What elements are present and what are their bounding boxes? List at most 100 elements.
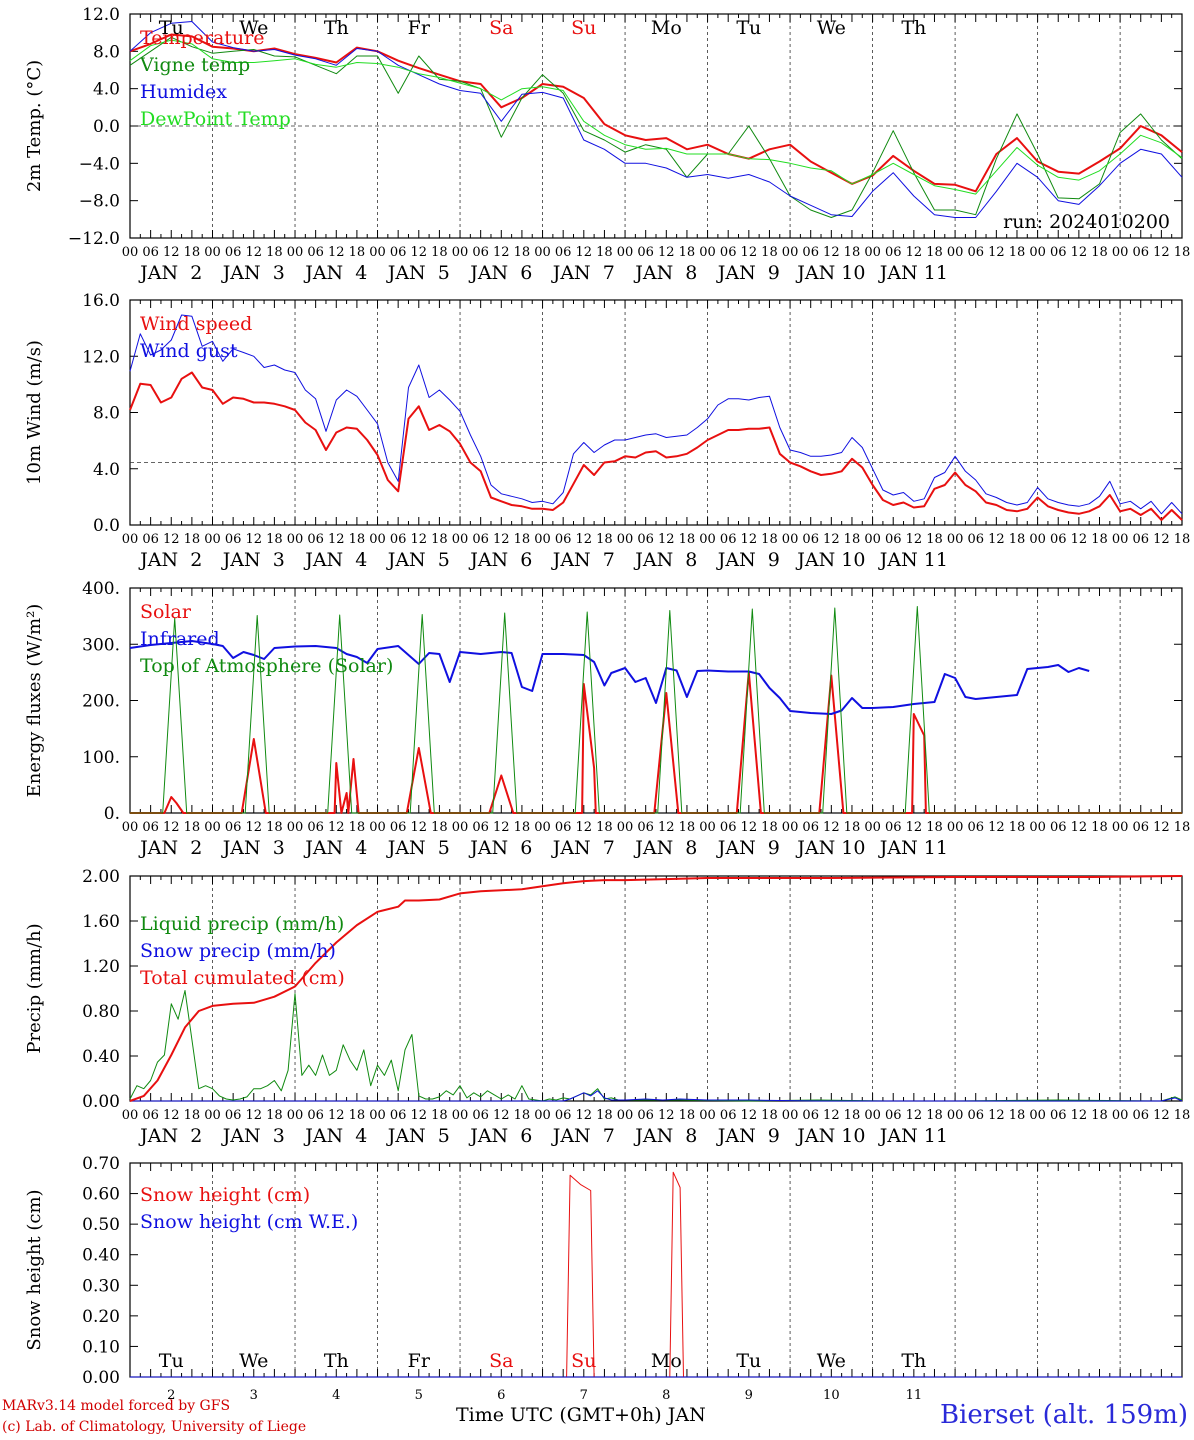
precip-hour-label: 06 bbox=[472, 1108, 489, 1123]
wind-hour-label: 00 bbox=[782, 532, 799, 547]
precip-hour-label: 12 bbox=[163, 1108, 180, 1123]
day-of-week-label: Su bbox=[571, 17, 596, 39]
wind-y-axis-label: 10m Wind (m/s) bbox=[24, 340, 45, 485]
temperature-hour-label: 12 bbox=[163, 245, 180, 260]
precip-hour-label: 06 bbox=[1050, 1108, 1067, 1123]
wind-hour-label: 18 bbox=[926, 532, 943, 547]
temperature-y-axis-label: 2m Temp. (°C) bbox=[24, 60, 45, 192]
energy-legend-entry: Solar bbox=[140, 601, 192, 623]
wind-hour-label: 18 bbox=[349, 532, 366, 547]
wind-hour-label: 18 bbox=[761, 532, 778, 547]
temperature-date-label: JAN 9 bbox=[716, 262, 780, 284]
wind-legend-entry: Wind gust bbox=[140, 340, 238, 362]
temperature-hour-label: 18 bbox=[431, 245, 448, 260]
temperature-hour-label: 06 bbox=[142, 245, 159, 260]
model-credit: MARv3.14 model forced by GFS bbox=[2, 1398, 231, 1414]
precip-hour-label: 00 bbox=[617, 1108, 634, 1123]
temperature-hour-label: 06 bbox=[1132, 245, 1149, 260]
wind-hour-label: 12 bbox=[493, 532, 510, 547]
precip-hour-label: 00 bbox=[369, 1108, 386, 1123]
wind-y-tick-label: 16.0 bbox=[82, 291, 120, 311]
energy-hour-label: 18 bbox=[926, 820, 943, 835]
precip-hour-label: 12 bbox=[988, 1108, 1005, 1123]
precip-hour-label: 12 bbox=[245, 1108, 262, 1123]
temperature-hour-label: 12 bbox=[493, 245, 510, 260]
panel-precip: 2.00 1.60 1.20 0.80 0.40 0.00 Precip (mm/h) Liq… bbox=[24, 867, 1190, 1147]
wind-hour-label: 18 bbox=[1091, 532, 1108, 547]
wind-legend-entry: Wind speed bbox=[140, 313, 252, 335]
temperature-date-label: JAN 10 bbox=[795, 262, 865, 284]
energy-hour-label: 06 bbox=[720, 820, 737, 835]
precip-hour-label: 18 bbox=[266, 1108, 283, 1123]
temperature-hour-label: 18 bbox=[1174, 245, 1191, 260]
snow-y-tick-label: 0.40 bbox=[82, 1246, 120, 1266]
temperature-y-tick-label: 4.0 bbox=[93, 80, 120, 100]
energy-date-label: JAN 6 bbox=[468, 837, 532, 859]
energy-series-solar bbox=[130, 671, 1182, 814]
precip-hour-label: 18 bbox=[431, 1108, 448, 1123]
day-of-week-label: Tu bbox=[159, 17, 184, 39]
wind-date-label: JAN 10 bbox=[795, 549, 865, 571]
precip-y-tick-label: 0.80 bbox=[82, 1002, 120, 1022]
wind-frame bbox=[129, 299, 1183, 526]
precip-date-label: JAN 7 bbox=[551, 1125, 615, 1147]
energy-hour-label: 12 bbox=[163, 820, 180, 835]
precip-series-liquid-precip-mm-h- bbox=[129, 990, 1183, 1102]
temperature-hour-label: 06 bbox=[555, 245, 572, 260]
precip-hour-label: 06 bbox=[307, 1108, 324, 1123]
snow-day-of-week-label: Sa bbox=[489, 1350, 513, 1372]
wind-hour-label: 06 bbox=[885, 532, 902, 547]
wind-y-tick-label: 8.0 bbox=[93, 404, 120, 424]
energy-hour-label: 18 bbox=[266, 820, 283, 835]
snow-day-of-week-label: Th bbox=[324, 1350, 349, 1372]
wind-date-label: JAN 7 bbox=[551, 549, 615, 571]
energy-hour-label: 12 bbox=[823, 820, 840, 835]
precip-date-label: JAN 5 bbox=[386, 1125, 450, 1147]
snow-legend-entry: Snow height (cm W.E.) bbox=[140, 1211, 358, 1233]
wind-hour-label: 00 bbox=[947, 532, 964, 547]
wind-hour-label: 12 bbox=[741, 532, 758, 547]
wind-hour-label: 06 bbox=[1050, 532, 1067, 547]
energy-hour-label: 00 bbox=[699, 820, 716, 835]
energy-hour-label: 06 bbox=[472, 820, 489, 835]
precip-hour-label: 18 bbox=[349, 1108, 366, 1123]
snow-day-of-week-label: Tu bbox=[159, 1350, 184, 1372]
temperature-hour-label: 12 bbox=[411, 245, 428, 260]
temperature-date-label: JAN 7 bbox=[551, 262, 615, 284]
precip-hour-label: 00 bbox=[947, 1108, 964, 1123]
precip-hour-label: 12 bbox=[906, 1108, 923, 1123]
wind-hour-label: 00 bbox=[369, 532, 386, 547]
energy-y-tick-label: 300. bbox=[82, 635, 120, 655]
day-of-week-label: Th bbox=[901, 17, 926, 39]
day-of-week-label: Mo bbox=[651, 17, 682, 39]
energy-series-infrared bbox=[129, 640, 1090, 715]
temperature-hour-label: 06 bbox=[802, 245, 819, 260]
precip-legend-entry: Total cumulated (cm) bbox=[140, 967, 345, 989]
precip-hour-label: 06 bbox=[967, 1108, 984, 1123]
precip-date-label: JAN 9 bbox=[716, 1125, 780, 1147]
precip-hour-label: 18 bbox=[514, 1108, 531, 1123]
panel-temperature: 12.0 8.0 4.0 0.0 −4.0 −8.0 −12.0 2m Temp. (°C) T… bbox=[24, 5, 1190, 284]
wind-hour-label: 06 bbox=[225, 532, 242, 547]
energy-y-tick-label: 200. bbox=[82, 692, 120, 712]
energy-hour-label: 06 bbox=[555, 820, 572, 835]
temperature-hour-label: 18 bbox=[266, 245, 283, 260]
temperature-hour-label: 00 bbox=[947, 245, 964, 260]
temperature-hour-label: 06 bbox=[637, 245, 654, 260]
wind-date-label: JAN 4 bbox=[303, 549, 367, 571]
day-of-week-label: We bbox=[817, 17, 846, 39]
precip-hour-label: 06 bbox=[802, 1108, 819, 1123]
temperature-legend-entry: Vigne temp bbox=[139, 54, 250, 76]
snow-day-of-week-label: Th bbox=[901, 1350, 926, 1372]
wind-series-wind-speed bbox=[129, 371, 1183, 521]
temperature-y-tick-label: −12.0 bbox=[68, 229, 120, 249]
x-axis-title: Time UTC (GMT+0h) JAN bbox=[456, 1404, 706, 1426]
wind-hour-label: 12 bbox=[1153, 532, 1170, 547]
precip-hour-label: 06 bbox=[637, 1108, 654, 1123]
precip-hour-label: 12 bbox=[328, 1108, 345, 1123]
energy-hour-label: 06 bbox=[1132, 820, 1149, 835]
energy-hour-label: 18 bbox=[1174, 820, 1191, 835]
wind-hour-label: 00 bbox=[1029, 532, 1046, 547]
temperature-series-temperature bbox=[129, 33, 1183, 193]
